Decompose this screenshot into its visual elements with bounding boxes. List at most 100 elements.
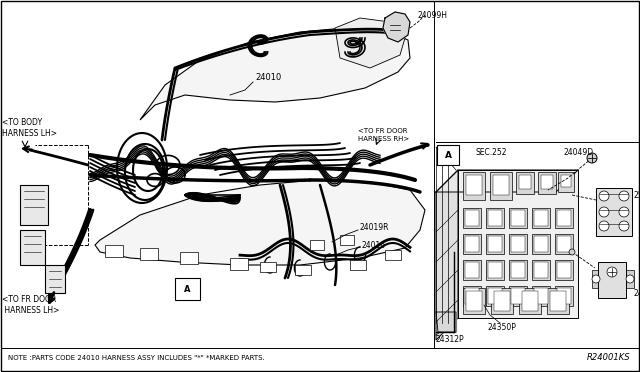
Bar <box>175 278 200 300</box>
Text: 24016: 24016 <box>362 241 386 250</box>
Text: SEC.252: SEC.252 <box>476 148 508 157</box>
Bar <box>340 235 354 245</box>
Bar <box>465 288 479 304</box>
Bar <box>596 188 632 236</box>
Bar <box>511 288 525 304</box>
Bar <box>486 208 504 228</box>
Bar <box>437 145 459 165</box>
Bar <box>180 252 198 264</box>
Polygon shape <box>436 312 456 332</box>
Bar <box>550 291 566 311</box>
Bar <box>466 291 482 311</box>
Bar <box>494 291 510 311</box>
Text: 24010: 24010 <box>255 74 281 83</box>
Circle shape <box>599 191 609 201</box>
Bar <box>557 210 571 226</box>
Bar <box>557 288 571 304</box>
Bar <box>465 210 479 226</box>
Text: 24099H: 24099H <box>418 10 448 19</box>
Bar <box>493 175 509 195</box>
Bar <box>385 250 401 260</box>
Bar <box>488 262 502 278</box>
Circle shape <box>607 267 617 277</box>
Text: R24001KS: R24001KS <box>586 353 630 362</box>
Bar <box>509 234 527 254</box>
Bar <box>260 262 276 272</box>
Bar <box>458 170 578 318</box>
Bar <box>555 286 573 306</box>
Bar <box>463 208 481 228</box>
Bar <box>463 172 485 200</box>
Bar <box>532 260 550 280</box>
Bar <box>538 172 556 194</box>
Text: <TO FR DOOR
 HARNESS LH>: <TO FR DOOR HARNESS LH> <box>2 295 60 315</box>
Bar <box>532 208 550 228</box>
Bar <box>534 210 548 226</box>
Bar <box>230 258 248 270</box>
Bar <box>509 208 527 228</box>
Text: 24049A: 24049A <box>634 289 640 298</box>
Bar <box>557 236 571 252</box>
Bar <box>522 291 538 311</box>
Text: 25419N: 25419N <box>634 192 640 201</box>
Bar <box>350 260 366 270</box>
Text: 24049D: 24049D <box>563 148 593 157</box>
Bar <box>466 175 482 195</box>
Bar <box>105 245 123 257</box>
Bar <box>295 265 311 275</box>
Bar <box>519 175 531 189</box>
Text: <TO BODY
HARNESS LH>: <TO BODY HARNESS LH> <box>2 118 57 138</box>
Bar <box>509 260 527 280</box>
Bar <box>486 286 504 306</box>
Circle shape <box>599 221 609 231</box>
Bar <box>511 236 525 252</box>
Circle shape <box>626 275 634 283</box>
Bar <box>45 265 65 293</box>
Bar <box>310 240 324 250</box>
Bar <box>463 260 481 280</box>
Bar <box>555 234 573 254</box>
Bar <box>465 236 479 252</box>
Bar <box>626 270 634 288</box>
Bar <box>509 286 527 306</box>
Bar <box>465 262 479 278</box>
Text: 24312P: 24312P <box>436 336 465 344</box>
Polygon shape <box>95 180 425 265</box>
Bar <box>488 288 502 304</box>
Bar <box>558 172 574 192</box>
Bar <box>20 185 48 225</box>
Bar <box>547 288 569 314</box>
Bar <box>140 248 158 260</box>
Bar <box>488 210 502 226</box>
Bar <box>557 262 571 278</box>
Circle shape <box>619 191 629 201</box>
Bar <box>534 288 548 304</box>
Circle shape <box>569 249 575 255</box>
Bar <box>555 208 573 228</box>
Bar <box>511 210 525 226</box>
Bar <box>541 175 553 189</box>
Bar <box>491 288 513 314</box>
Bar <box>555 260 573 280</box>
Bar <box>463 234 481 254</box>
Polygon shape <box>436 170 578 192</box>
Circle shape <box>599 207 609 217</box>
Bar <box>486 234 504 254</box>
Circle shape <box>619 221 629 231</box>
Bar <box>463 286 481 306</box>
Polygon shape <box>383 12 410 42</box>
Bar <box>532 286 550 306</box>
Bar <box>490 172 512 200</box>
Polygon shape <box>140 28 410 120</box>
Text: A: A <box>445 151 451 160</box>
Bar <box>516 172 534 194</box>
Circle shape <box>592 275 600 283</box>
Circle shape <box>587 153 597 163</box>
Text: NOTE :PARTS CODE 24010 HARNESS ASSY INCLUDES "*" *MARKED PARTS.: NOTE :PARTS CODE 24010 HARNESS ASSY INCL… <box>8 355 265 361</box>
Circle shape <box>619 207 629 217</box>
Text: A: A <box>184 285 191 294</box>
Bar <box>488 236 502 252</box>
Bar <box>486 260 504 280</box>
Text: 24350P: 24350P <box>488 324 517 333</box>
Bar <box>592 270 600 288</box>
